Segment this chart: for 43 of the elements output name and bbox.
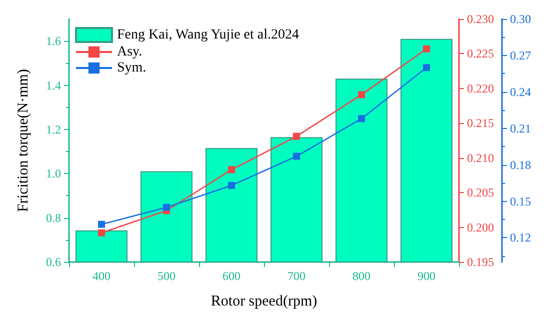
y3-tick-label: 0.21 xyxy=(510,121,531,136)
y-tick-label: 1.2 xyxy=(46,122,61,136)
legend-label: Asy. xyxy=(117,44,142,60)
point xyxy=(358,115,365,122)
x-axis-title: Rotor speed(rpm) xyxy=(210,294,318,310)
y-axis-title: Fricition torque(N·mm) xyxy=(16,69,32,212)
y-tick-label: 1.6 xyxy=(46,34,61,48)
y-tick-label: 1.4 xyxy=(46,78,61,92)
point xyxy=(293,132,300,140)
legend-label: Feng Kai, Wang Yujie et al.2024 xyxy=(117,28,300,42)
y3-tick-label: 0.30 xyxy=(510,12,531,26)
point xyxy=(98,220,105,228)
y-tick-label: 1.0 xyxy=(46,166,61,181)
x-tick-label: 500 xyxy=(158,269,176,283)
y2-tick-label: 0.215 xyxy=(467,116,494,130)
x-tick-label: 700 xyxy=(288,269,306,283)
y-tick-label: 0.6 xyxy=(46,255,61,269)
x-tick-label: 900 xyxy=(418,269,436,283)
point xyxy=(423,45,430,52)
legend-label: Sym. xyxy=(117,60,146,76)
x-tick-label: 800 xyxy=(352,269,370,283)
x-tick-label: 400 xyxy=(92,269,110,283)
point xyxy=(163,204,170,211)
y2-tick-label: 0.230 xyxy=(467,12,494,26)
point xyxy=(228,182,235,189)
point xyxy=(358,91,365,98)
point xyxy=(98,229,105,236)
y3-tick-label: 0.18 xyxy=(510,158,531,172)
y2-tick-label: 0.225 xyxy=(467,46,494,61)
y3-tick-label: 0.12 xyxy=(510,230,531,245)
point xyxy=(293,152,300,160)
x-tick-label: 600 xyxy=(222,269,240,283)
y2-tick-label: 0.200 xyxy=(467,220,494,234)
y3-tick-label: 0.15 xyxy=(510,194,531,208)
y3-tick-label: 0.27 xyxy=(510,48,531,62)
y2-tick-label: 0.205 xyxy=(467,186,494,200)
y3-tick-label: 0.24 xyxy=(510,84,531,99)
point xyxy=(228,166,235,174)
y2-tick-label: 0.220 xyxy=(467,81,494,96)
point xyxy=(423,64,430,72)
y2-tick-label: 0.210 xyxy=(467,150,494,165)
y2-tick-label: 0.195 xyxy=(467,255,494,269)
y-tick-label: 0.8 xyxy=(46,210,61,225)
